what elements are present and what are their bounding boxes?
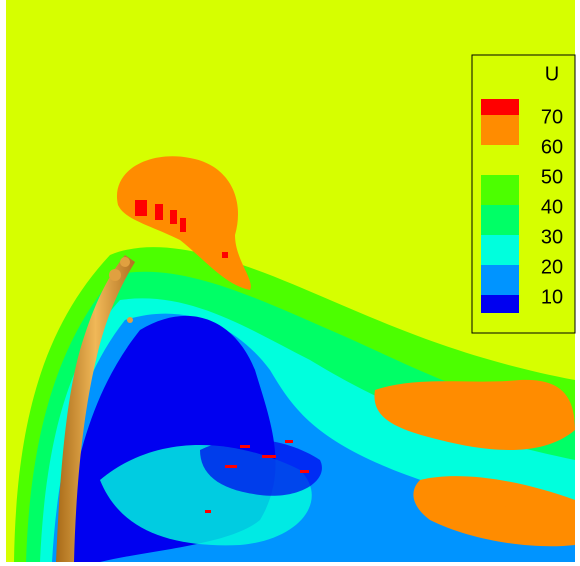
legend-label: 60 — [541, 136, 563, 158]
legend-swatch — [481, 295, 519, 313]
legend-label: 50 — [541, 166, 563, 188]
legend-swatch — [481, 145, 519, 175]
legend-label: 20 — [541, 256, 563, 278]
legend-swatch — [481, 175, 519, 205]
legend-label: 70 — [541, 106, 563, 128]
legend-swatch — [481, 99, 519, 115]
legend-label: 40 — [541, 196, 563, 218]
legend-swatch — [481, 205, 519, 235]
legend-swatch — [481, 115, 519, 145]
legend-label: 30 — [541, 226, 563, 248]
legend-label: 10 — [541, 286, 563, 308]
legend-swatch — [481, 235, 519, 265]
legend-title: U — [545, 63, 559, 85]
legend-swatch — [481, 265, 519, 295]
legend: U 70 60 50 40 30 20 10 — [471, 54, 576, 334]
